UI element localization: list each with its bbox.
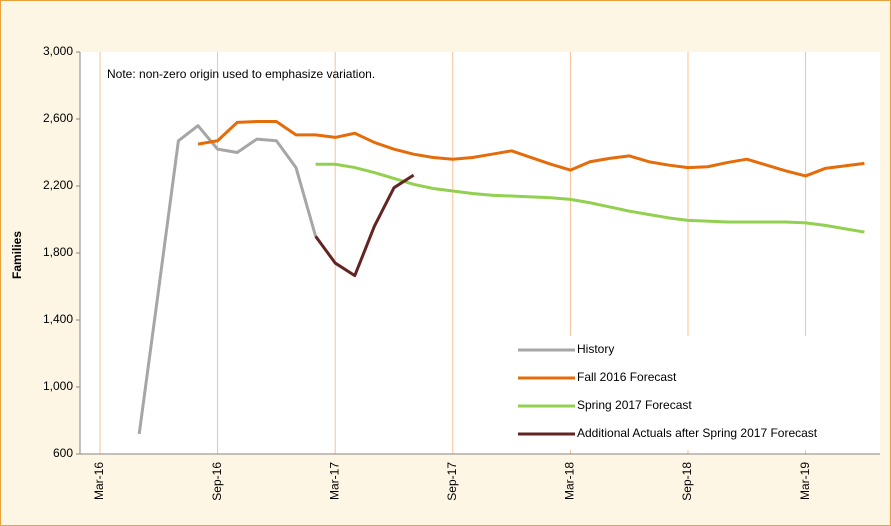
legend-label: Additional Actuals after Spring 2017 For… [577, 426, 818, 440]
legend-label: History [577, 342, 614, 356]
series-line [315, 162, 865, 234]
x-tick-label: Sep-18 [680, 462, 694, 501]
y-tick-label: 2,600 [43, 111, 73, 125]
x-tick-label: Mar-18 [563, 462, 577, 500]
y-tick-label: 1,800 [43, 245, 73, 259]
legend-items: History Fall 2016 Forecast Spring 2017 For… [518, 342, 818, 440]
x-tick-label: Sep-16 [210, 462, 224, 501]
x-tick-label: Sep-17 [445, 462, 459, 501]
series-line [314, 173, 415, 278]
x-tick-label: Mar-17 [327, 462, 341, 500]
y-tick-label: 3,000 [43, 44, 73, 58]
annotation: Note: non-zero origin used to emphasize … [107, 67, 375, 81]
series-line [197, 120, 865, 178]
series-line [137, 124, 318, 435]
x-tick-label: Mar-19 [798, 462, 812, 500]
y-tick-label: 1,400 [43, 312, 73, 326]
legend [510, 336, 872, 450]
y-tick-label: 600 [53, 446, 73, 460]
y-tick-label: 2,200 [43, 178, 73, 192]
y-tick-label: 1,000 [43, 379, 73, 393]
lines [137, 120, 865, 435]
y-axis-title: Families [10, 231, 24, 279]
legend-label: Fall 2016 Forecast [577, 370, 677, 384]
legend-label: Spring 2017 Forecast [577, 398, 692, 412]
x-tick-label: Mar-16 [92, 462, 106, 500]
